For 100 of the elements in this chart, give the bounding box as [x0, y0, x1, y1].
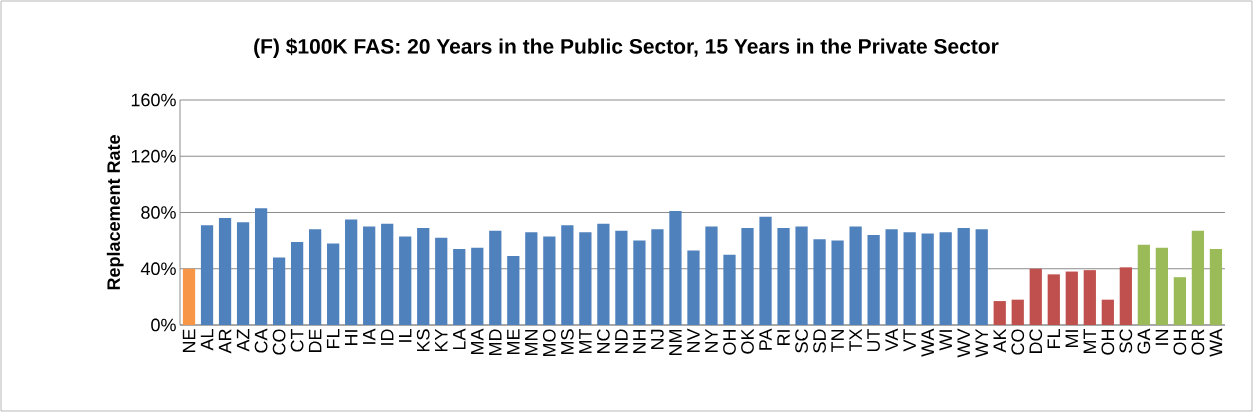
- bar: [741, 227, 754, 325]
- bar: [669, 211, 682, 325]
- x-tick-label: IA: [362, 328, 376, 344]
- bar: [633, 240, 646, 325]
- bar: [687, 250, 700, 325]
- bar: [885, 229, 898, 325]
- bar: [777, 227, 790, 325]
- bar: [453, 249, 466, 325]
- x-tick-label: MN: [525, 329, 538, 356]
- x-tick-label: SC: [795, 329, 808, 353]
- bar: [1155, 247, 1168, 325]
- bar: [561, 225, 574, 325]
- bar: [507, 256, 520, 325]
- y-axis-title: Replacement Rate: [106, 135, 124, 290]
- x-tick-label: DE: [308, 329, 322, 353]
- x-tick-label: MT: [1083, 328, 1096, 354]
- bar: [200, 225, 214, 325]
- x-tick-label: NY: [705, 328, 718, 353]
- bar: [867, 234, 880, 325]
- y-tick-label: 0%: [151, 318, 176, 332]
- x-tick-label: GA: [1137, 328, 1151, 354]
- bar: [1101, 299, 1114, 325]
- x-tick-label: OH: [1173, 329, 1187, 355]
- x-tick-label: MO: [542, 329, 556, 357]
- x-tick-label: WY: [975, 328, 988, 358]
- bar: [795, 226, 808, 325]
- bar: [939, 232, 952, 325]
- x-tick-label: NV: [687, 328, 700, 353]
- bar: [272, 257, 286, 325]
- x-tick-label: KS: [416, 329, 430, 352]
- bar: [182, 268, 196, 325]
- x-tick-label: CO: [1011, 329, 1025, 355]
- x-tick-label: KY: [435, 328, 448, 352]
- y-tick-label: 40%: [140, 262, 176, 276]
- x-tick-label: DC: [1029, 329, 1043, 354]
- x-tick-label: TN: [831, 329, 844, 353]
- bar: [1137, 244, 1150, 325]
- bar: [1011, 299, 1024, 325]
- x-tick-label: VA: [885, 328, 898, 352]
- x-tick-label: AL: [200, 329, 214, 351]
- x-tick-label: OH: [1101, 329, 1115, 355]
- bar: [957, 227, 970, 325]
- x-tick-label: MI: [1065, 330, 1078, 348]
- bar: [813, 239, 826, 325]
- bar: [597, 223, 610, 325]
- bar: [615, 230, 628, 325]
- x-tick-label: LA: [453, 328, 466, 350]
- x-tick-label: FL: [326, 329, 340, 349]
- x-tick-label: WI: [939, 330, 952, 351]
- bar: [471, 247, 484, 325]
- y-tick-label: 120%: [131, 149, 176, 163]
- bar: [290, 242, 304, 325]
- x-tick-label: ME: [507, 329, 520, 355]
- x-tick-label: IN: [1155, 329, 1169, 345]
- bar: [417, 227, 430, 325]
- bar: [651, 229, 664, 325]
- bar: [489, 230, 502, 325]
- bar: [849, 226, 862, 325]
- bar: [363, 226, 376, 325]
- bar: [1047, 274, 1060, 325]
- bar: [831, 240, 844, 325]
- x-tick-label: WA: [921, 328, 934, 357]
- chart-title: (F) $100K FAS: 20 Years in the Public Sector, 15 Years in the Private Sector: [254, 38, 999, 58]
- bar: [218, 218, 232, 325]
- x-tick-label: AZ: [236, 329, 250, 352]
- bar: [236, 222, 250, 325]
- x-tick-label: OH: [723, 329, 736, 355]
- bar: [903, 232, 916, 325]
- bar: [921, 233, 934, 325]
- x-tick-label: UT: [867, 328, 880, 352]
- x-tick-label: OR: [1191, 329, 1205, 355]
- x-tick-label: WV: [957, 328, 970, 358]
- x-tick-label: NH: [633, 329, 646, 354]
- bar: [993, 301, 1006, 325]
- x-tick-label: NJ: [651, 329, 664, 350]
- x-tick-label: HI: [344, 330, 358, 346]
- x-tick-label: MS: [560, 329, 574, 355]
- bar: [254, 208, 268, 325]
- x-tick-label: WA: [1209, 328, 1223, 357]
- x-tick-label: NC: [597, 329, 610, 354]
- x-tick-label: SD: [813, 329, 826, 353]
- x-tick-label: TX: [849, 328, 862, 352]
- bar: [759, 216, 772, 325]
- x-tick-label: ND: [615, 329, 628, 354]
- bar: [1029, 268, 1042, 325]
- x-tick-label: MD: [489, 329, 502, 356]
- x-tick-label: AK: [993, 328, 1006, 353]
- bar: [543, 236, 556, 325]
- x-tick-label: SC: [1119, 329, 1133, 353]
- bar: [1083, 270, 1096, 325]
- bar: [705, 226, 718, 325]
- bar: [1209, 249, 1223, 325]
- bar: [435, 237, 448, 325]
- bar: [579, 232, 592, 325]
- bar: [309, 229, 322, 325]
- bar: [1065, 271, 1078, 325]
- x-tick-label: CT: [290, 328, 304, 352]
- bar: [525, 232, 538, 325]
- x-tick-label: AR: [218, 329, 232, 354]
- x-tick-label: IL: [399, 329, 412, 342]
